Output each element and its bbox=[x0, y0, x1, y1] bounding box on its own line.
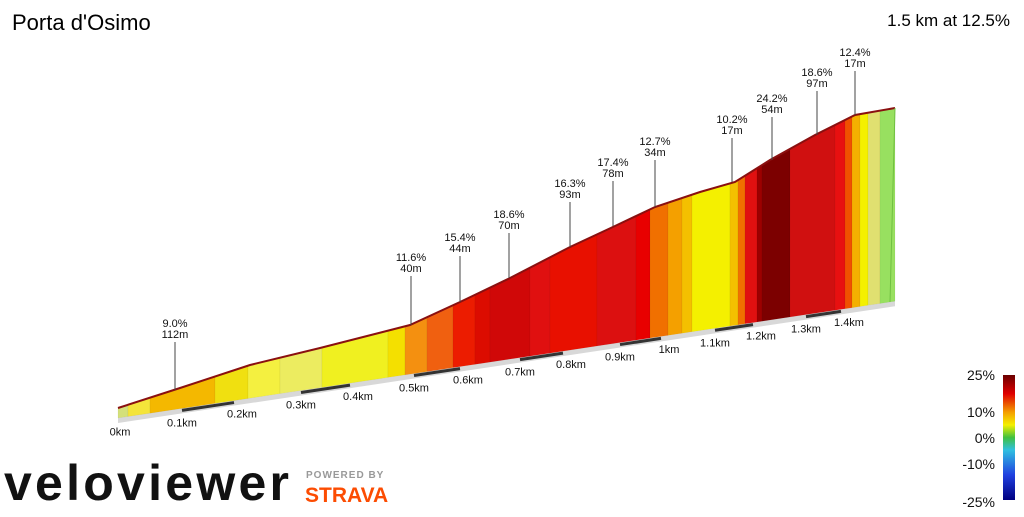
profile-strip bbox=[789, 124, 836, 318]
strava: STRAVA bbox=[305, 484, 388, 507]
profile-strip bbox=[635, 208, 651, 341]
legend-bar bbox=[1003, 375, 1015, 500]
length-label: 40m bbox=[400, 263, 421, 275]
grade-label: 10.2% bbox=[716, 114, 747, 126]
profile-strip bbox=[667, 197, 683, 336]
km-dash bbox=[714, 323, 754, 332]
distance-label: 1km bbox=[659, 344, 680, 356]
distance-label: 0.8km bbox=[556, 359, 586, 371]
profile-strip bbox=[729, 179, 739, 327]
profile-strip bbox=[649, 202, 669, 339]
distance-label: 1.3km bbox=[791, 324, 821, 336]
profile-strip bbox=[859, 112, 869, 307]
profile-strip bbox=[761, 148, 791, 322]
grade-label: 11.6% bbox=[396, 252, 427, 264]
profile-strip bbox=[681, 194, 693, 334]
profile-strip bbox=[851, 113, 861, 309]
profile-strip bbox=[387, 325, 406, 378]
grade-label: 18.6% bbox=[801, 67, 832, 79]
profile-strip bbox=[529, 256, 551, 357]
profile-strip bbox=[691, 183, 731, 333]
grade-label: 17.4% bbox=[597, 157, 628, 169]
distance-label: 1.1km bbox=[700, 337, 730, 349]
legend-label: 25% bbox=[967, 367, 995, 383]
summary: 1.5 km at 12.5% bbox=[887, 11, 1010, 30]
grade-label: 12.7% bbox=[639, 136, 670, 148]
distance-label: 0.4km bbox=[343, 391, 373, 403]
distance-label: 0.3km bbox=[286, 400, 316, 412]
length-label: 17m bbox=[844, 58, 865, 70]
profile-top bbox=[117, 107, 896, 409]
grade-label: 24.2% bbox=[756, 93, 787, 105]
distance-label: 0.5km bbox=[399, 383, 429, 395]
legend-label: 0% bbox=[975, 430, 995, 446]
profile-end bbox=[889, 107, 896, 303]
profile-strip bbox=[737, 175, 746, 326]
distance-label: 0.6km bbox=[453, 374, 483, 386]
profile-strip bbox=[474, 287, 491, 365]
grade-label: 18.6% bbox=[493, 209, 524, 221]
km-dash bbox=[413, 367, 461, 378]
distance-label: 0km bbox=[110, 427, 131, 439]
floor bbox=[118, 301, 895, 423]
km-dash bbox=[300, 383, 351, 394]
distance-label: 0.9km bbox=[605, 352, 635, 364]
grade-label: 9.0% bbox=[162, 318, 187, 330]
legend-label: 10% bbox=[967, 404, 995, 420]
length-label: 97m bbox=[806, 78, 827, 90]
profile-strip bbox=[756, 164, 763, 323]
distance-label: 0.2km bbox=[227, 408, 257, 420]
logo: veloviewer bbox=[4, 455, 289, 511]
length-label: 70m bbox=[498, 220, 519, 232]
legend-label: -25% bbox=[962, 494, 995, 510]
powered-by: POWERED BY bbox=[306, 470, 384, 481]
profile-strip bbox=[834, 119, 846, 311]
length-label: 78m bbox=[602, 168, 623, 180]
profile-strip bbox=[452, 294, 476, 368]
km-dash bbox=[619, 336, 662, 347]
distance-label: 0.7km bbox=[505, 367, 535, 379]
distance-label: 0.1km bbox=[167, 417, 197, 429]
grade-label: 15.4% bbox=[444, 232, 475, 244]
profile-strip bbox=[744, 167, 758, 325]
km-dash bbox=[805, 309, 842, 319]
profile-strip bbox=[489, 267, 531, 363]
km-dash bbox=[181, 401, 235, 412]
length-label: 54m bbox=[761, 104, 782, 116]
km-dash bbox=[519, 351, 564, 362]
grade-label: 16.3% bbox=[554, 178, 585, 190]
profile-strip bbox=[596, 215, 637, 347]
length-label: 93m bbox=[559, 189, 580, 201]
profile-strip bbox=[867, 110, 881, 306]
title: Porta d'Osimo bbox=[12, 10, 151, 35]
length-label: 112m bbox=[162, 329, 189, 341]
profile-strip bbox=[549, 233, 598, 354]
length-label: 44m bbox=[449, 243, 470, 255]
length-label: 34m bbox=[644, 147, 665, 159]
legend-label: -10% bbox=[962, 456, 995, 472]
grade-label: 12.4% bbox=[839, 47, 870, 59]
profile-strip bbox=[844, 116, 853, 310]
distance-label: 1.4km bbox=[834, 317, 864, 329]
profile-strip bbox=[279, 347, 323, 394]
length-label: 17m bbox=[721, 125, 742, 137]
distance-label: 1.2km bbox=[746, 330, 776, 342]
